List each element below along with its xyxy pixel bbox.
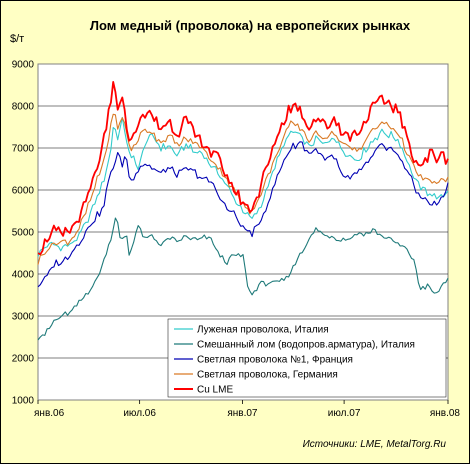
y-tick-label: 1000 <box>12 396 35 407</box>
y-tick-label: 7000 <box>12 144 35 155</box>
y-tick-label: 9000 <box>12 60 35 71</box>
x-tick-label: янв.06 <box>34 408 65 419</box>
legend-item-label: Луженая проволока, Италия <box>197 325 329 336</box>
y-unit-label: $/т <box>10 33 24 45</box>
series-line <box>37 141 449 288</box>
y-tick-label: 2000 <box>12 354 35 365</box>
legend-item-label: Светлая проволока, Германия <box>197 370 338 381</box>
legend-item-label: Светлая проволока №1, Франция <box>197 355 353 366</box>
y-axis-ticks: 1000 2000 3000 4000 5000 6000 7000 8000 9000 <box>12 60 35 407</box>
series-line <box>37 116 449 257</box>
y-tick-label: 3000 <box>12 312 35 323</box>
y-tick-label: 6000 <box>12 186 35 197</box>
series-line <box>37 217 449 341</box>
x-tick-label: июл.06 <box>123 408 156 419</box>
series-lines <box>37 81 449 341</box>
source-note: Источники: LME, MetalTorg.Ru <box>303 439 447 450</box>
y-tick-label: 5000 <box>12 228 35 239</box>
x-axis-ticks: янв.06 июл.06 янв.07 июл.07 янв.08 <box>34 400 460 419</box>
legend-box <box>167 318 447 398</box>
x-tick-label: июл.07 <box>328 408 361 419</box>
legend-item-label: Смешанный лом (водопров.арматура), Итали… <box>197 340 415 351</box>
x-tick-label: янв.08 <box>430 408 461 419</box>
series-line <box>37 81 449 256</box>
y-tick-label: 8000 <box>12 102 35 113</box>
legend: Луженая проволока, Италия Смешанный лом (… <box>167 318 447 398</box>
chart-title: Лом медный (проволока) на европейских ры… <box>90 18 411 33</box>
x-tick-label: янв.07 <box>227 408 258 419</box>
y-tick-label: 4000 <box>12 270 35 281</box>
legend-item-label: Cu LME <box>197 385 233 396</box>
